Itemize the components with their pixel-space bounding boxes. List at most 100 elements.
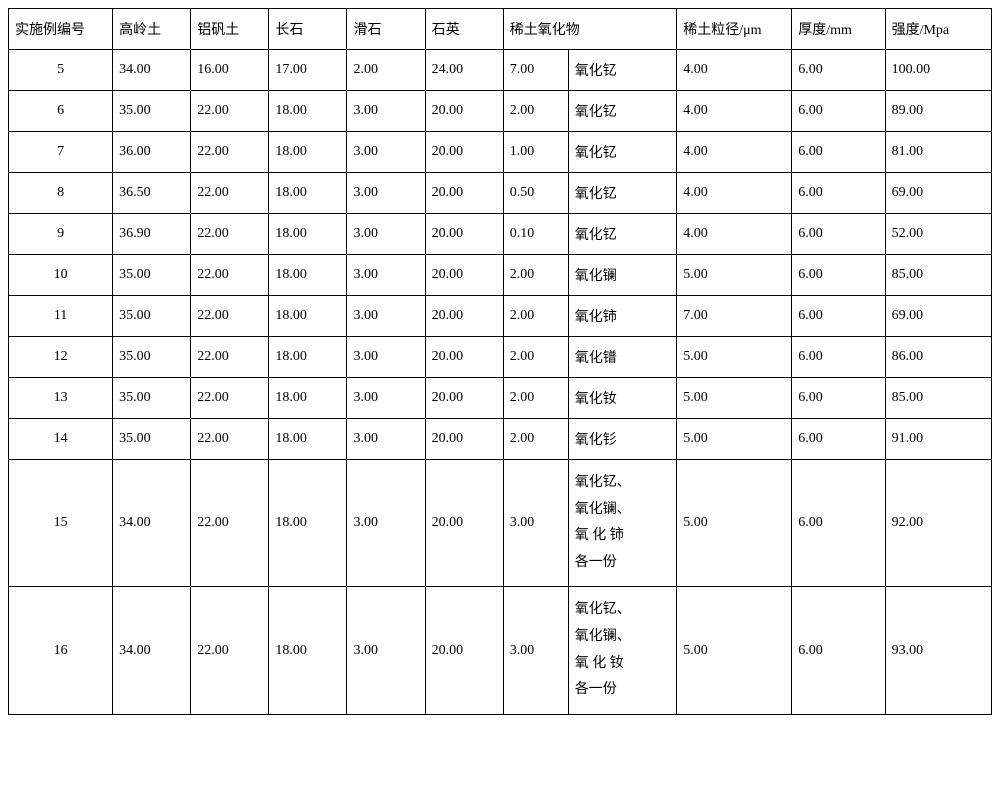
cell-feldspar: 18.00 <box>269 255 347 296</box>
cell-thick: 6.00 <box>792 587 885 714</box>
cell-id: 10 <box>9 255 113 296</box>
cell-bauxite: 16.00 <box>191 50 269 91</box>
cell-talc: 3.00 <box>347 587 425 714</box>
cell-thick: 6.00 <box>792 460 885 587</box>
cell-strength: 89.00 <box>885 91 991 132</box>
table-body: 534.0016.0017.002.0024.007.00氧化钇4.006.00… <box>9 50 992 715</box>
cell-particle: 5.00 <box>677 337 792 378</box>
cell-talc: 3.00 <box>347 255 425 296</box>
table-header: 实施例编号 高岭土 铝矾土 长石 滑石 石英 稀土氧化物 稀土粒径/μm 厚度/… <box>9 9 992 50</box>
cell-bauxite: 22.00 <box>191 173 269 214</box>
cell-oxide_name: 氧化钇 <box>568 132 676 173</box>
cell-bauxite: 22.00 <box>191 378 269 419</box>
cell-talc: 3.00 <box>347 132 425 173</box>
cell-kaolin: 35.00 <box>113 255 191 296</box>
cell-feldspar: 18.00 <box>269 214 347 255</box>
cell-thick: 6.00 <box>792 255 885 296</box>
col-header: 高岭土 <box>113 9 191 50</box>
cell-strength: 86.00 <box>885 337 991 378</box>
cell-bauxite: 22.00 <box>191 587 269 714</box>
table-row: 635.0022.0018.003.0020.002.00氧化钇4.006.00… <box>9 91 992 132</box>
cell-oxide_amt: 1.00 <box>503 132 568 173</box>
cell-thick: 6.00 <box>792 50 885 91</box>
header-row: 实施例编号 高岭土 铝矾土 长石 滑石 石英 稀土氧化物 稀土粒径/μm 厚度/… <box>9 9 992 50</box>
cell-oxide_amt: 2.00 <box>503 255 568 296</box>
cell-kaolin: 35.00 <box>113 419 191 460</box>
cell-talc: 3.00 <box>347 91 425 132</box>
cell-feldspar: 18.00 <box>269 587 347 714</box>
table-row: 1335.0022.0018.003.0020.002.00氧化钕5.006.0… <box>9 378 992 419</box>
cell-id: 9 <box>9 214 113 255</box>
cell-particle: 5.00 <box>677 378 792 419</box>
cell-oxide_amt: 2.00 <box>503 419 568 460</box>
cell-quartz: 20.00 <box>425 132 503 173</box>
table-row: 936.9022.0018.003.0020.000.10氧化钇4.006.00… <box>9 214 992 255</box>
col-header: 石英 <box>425 9 503 50</box>
cell-talc: 3.00 <box>347 337 425 378</box>
cell-particle: 5.00 <box>677 587 792 714</box>
cell-thick: 6.00 <box>792 132 885 173</box>
cell-quartz: 20.00 <box>425 460 503 587</box>
cell-strength: 69.00 <box>885 296 991 337</box>
cell-thick: 6.00 <box>792 173 885 214</box>
cell-bauxite: 22.00 <box>191 132 269 173</box>
cell-id: 6 <box>9 91 113 132</box>
cell-id: 11 <box>9 296 113 337</box>
cell-oxide_amt: 3.00 <box>503 460 568 587</box>
cell-particle: 4.00 <box>677 214 792 255</box>
cell-feldspar: 18.00 <box>269 91 347 132</box>
cell-quartz: 20.00 <box>425 419 503 460</box>
cell-kaolin: 34.00 <box>113 587 191 714</box>
cell-oxide_name: 氧化铈 <box>568 296 676 337</box>
cell-strength: 52.00 <box>885 214 991 255</box>
cell-talc: 2.00 <box>347 50 425 91</box>
cell-strength: 85.00 <box>885 255 991 296</box>
cell-oxide_name: 氧化钇 <box>568 50 676 91</box>
cell-id: 16 <box>9 587 113 714</box>
cell-id: 15 <box>9 460 113 587</box>
col-header: 滑石 <box>347 9 425 50</box>
cell-oxide_name: 氧化钇 <box>568 91 676 132</box>
col-header: 实施例编号 <box>9 9 113 50</box>
cell-oxide_amt: 2.00 <box>503 91 568 132</box>
cell-bauxite: 22.00 <box>191 337 269 378</box>
cell-particle: 5.00 <box>677 460 792 587</box>
cell-feldspar: 18.00 <box>269 132 347 173</box>
cell-kaolin: 34.00 <box>113 460 191 587</box>
cell-bauxite: 22.00 <box>191 214 269 255</box>
cell-quartz: 20.00 <box>425 255 503 296</box>
cell-talc: 3.00 <box>347 214 425 255</box>
cell-quartz: 20.00 <box>425 296 503 337</box>
cell-quartz: 20.00 <box>425 587 503 714</box>
col-header: 稀土粒径/μm <box>677 9 792 50</box>
cell-oxide_amt: 3.00 <box>503 587 568 714</box>
cell-bauxite: 22.00 <box>191 460 269 587</box>
cell-kaolin: 35.00 <box>113 296 191 337</box>
cell-quartz: 20.00 <box>425 173 503 214</box>
cell-feldspar: 18.00 <box>269 296 347 337</box>
cell-oxide_amt: 2.00 <box>503 337 568 378</box>
cell-strength: 85.00 <box>885 378 991 419</box>
cell-quartz: 20.00 <box>425 214 503 255</box>
cell-particle: 5.00 <box>677 419 792 460</box>
cell-talc: 3.00 <box>347 296 425 337</box>
cell-id: 5 <box>9 50 113 91</box>
cell-kaolin: 35.00 <box>113 337 191 378</box>
cell-quartz: 20.00 <box>425 91 503 132</box>
cell-quartz: 24.00 <box>425 50 503 91</box>
cell-strength: 92.00 <box>885 460 991 587</box>
cell-oxide_name: 氧化镧 <box>568 255 676 296</box>
cell-feldspar: 18.00 <box>269 378 347 419</box>
cell-particle: 5.00 <box>677 255 792 296</box>
table-row: 1534.0022.0018.003.0020.003.00氧化钇、氧化镧、氧 … <box>9 460 992 587</box>
cell-kaolin: 36.50 <box>113 173 191 214</box>
cell-particle: 4.00 <box>677 91 792 132</box>
col-header: 铝矾土 <box>191 9 269 50</box>
cell-oxide_name: 氧化镨 <box>568 337 676 378</box>
cell-bauxite: 22.00 <box>191 419 269 460</box>
cell-strength: 69.00 <box>885 173 991 214</box>
cell-talc: 3.00 <box>347 419 425 460</box>
table-row: 1135.0022.0018.003.0020.002.00氧化铈7.006.0… <box>9 296 992 337</box>
cell-oxide_name: 氧化钇、氧化镧、氧 化 铈各一份 <box>568 460 676 587</box>
table-row: 736.0022.0018.003.0020.001.00氧化钇4.006.00… <box>9 132 992 173</box>
